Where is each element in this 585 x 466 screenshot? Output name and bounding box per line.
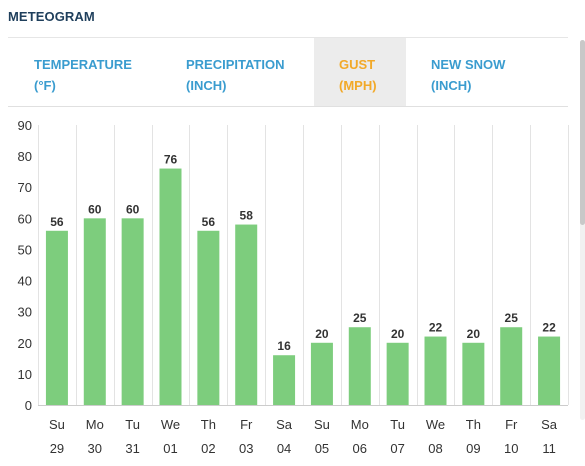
x-tick-date: 08: [428, 441, 442, 456]
x-tick-date: 07: [390, 441, 404, 456]
chart-y-axis: 0 10 20 30 40 50 60 70 80 90: [18, 118, 32, 413]
y-tick-label: 30: [18, 305, 32, 320]
x-tick-date: 02: [201, 441, 215, 456]
tab-precipitation[interactable]: PRECIPITATION (INCH): [176, 38, 314, 106]
y-tick-label: 80: [18, 149, 32, 164]
x-tick-day: Tu: [390, 417, 405, 432]
data-label: 20: [467, 327, 481, 341]
x-tick-day: Th: [466, 417, 481, 432]
tab-new-snow-label: NEW SNOW: [431, 57, 506, 72]
x-tick-date: 09: [466, 441, 480, 456]
chart-bars: [45, 168, 561, 405]
tab-gust-unit: (MPH): [339, 78, 377, 93]
tab-precipitation-label: PRECIPITATION: [186, 57, 285, 72]
x-tick-day: Sa: [541, 417, 558, 432]
x-tick-day: We: [161, 417, 180, 432]
x-tick-date: 01: [163, 441, 177, 456]
y-tick-label: 60: [18, 211, 32, 226]
tab-new-snow[interactable]: NEW SNOW (INCH): [406, 38, 536, 106]
y-tick-label: 50: [18, 242, 32, 257]
tab-new-snow-unit: (INCH): [431, 78, 472, 93]
tab-gust[interactable]: GUST (MPH): [314, 38, 406, 106]
data-label: 22: [542, 321, 556, 335]
data-label: 20: [315, 327, 329, 341]
x-tick-date: 04: [277, 441, 291, 456]
scrollbar[interactable]: [580, 40, 585, 420]
tab-gust-label: GUST: [339, 57, 376, 72]
data-label: 56: [50, 215, 64, 229]
bar: [121, 218, 144, 405]
meteogram-title: METEOGRAM: [8, 9, 95, 24]
x-tick-date: 10: [504, 441, 518, 456]
tab-temperature[interactable]: TEMPERATURE (°F): [8, 38, 176, 106]
x-tick-date: 30: [88, 441, 102, 456]
bar: [235, 224, 258, 405]
data-label: 16: [277, 339, 291, 353]
y-tick-label: 70: [18, 180, 32, 195]
chart-grid: [38, 125, 569, 406]
data-label: 60: [126, 202, 140, 216]
data-label: 22: [429, 321, 443, 335]
x-tick-day: Tu: [125, 417, 140, 432]
title-divider: [8, 37, 568, 38]
bar: [45, 230, 68, 405]
data-label: 20: [391, 327, 405, 341]
bar: [159, 168, 182, 405]
bar: [500, 327, 523, 405]
x-tick-day: Su: [49, 417, 65, 432]
x-tick-date: 05: [315, 441, 329, 456]
y-tick-label: 0: [25, 398, 32, 413]
chart-x-axis: Su 29 Mo 30 Tu 31 We 01 Th 02 Fr 03 Sa 04 Su 05 Mo 06 Tu 07…: [49, 417, 558, 456]
y-tick-label: 40: [18, 274, 32, 289]
x-tick-date: 06: [353, 441, 367, 456]
chart-data-labels: 56 60 60 76 56 58 16 20 25 20 22 20 25 22: [50, 153, 556, 354]
x-tick-day: Mo: [351, 417, 369, 432]
x-tick-day: Fr: [240, 417, 253, 432]
x-tick-date: 29: [50, 441, 64, 456]
x-tick-date: 31: [125, 441, 139, 456]
bar: [462, 342, 485, 405]
bar: [273, 355, 296, 405]
tab-temperature-unit: (°F): [34, 78, 56, 93]
bar: [386, 342, 409, 405]
bar: [83, 218, 106, 405]
data-label: 56: [202, 215, 216, 229]
tab-precipitation-unit: (INCH): [186, 78, 227, 93]
data-label: 25: [353, 311, 367, 325]
x-tick-day: Fr: [505, 417, 518, 432]
x-tick-date: 11: [542, 441, 556, 456]
bar: [197, 230, 220, 405]
data-label: 60: [88, 202, 102, 216]
x-tick-day: Th: [201, 417, 216, 432]
scrollbar-thumb[interactable]: [580, 40, 585, 225]
data-label: 25: [505, 311, 519, 325]
y-tick-label: 90: [18, 118, 32, 133]
bar: [348, 327, 371, 405]
y-tick-label: 20: [18, 336, 32, 351]
tabs-divider: [8, 106, 568, 107]
x-tick-day: Sa: [276, 417, 293, 432]
bar: [310, 342, 333, 405]
y-tick-label: 10: [18, 367, 32, 382]
data-label: 76: [164, 153, 178, 167]
tab-bar: TEMPERATURE (°F) PRECIPITATION (INCH) GU…: [8, 38, 568, 106]
bar: [424, 336, 447, 405]
x-tick-date: 03: [239, 441, 253, 456]
x-tick-day: Su: [314, 417, 330, 432]
data-label: 58: [240, 209, 254, 223]
x-tick-day: We: [426, 417, 445, 432]
tab-temperature-label: TEMPERATURE: [34, 57, 132, 72]
bar: [538, 336, 561, 405]
x-tick-day: Mo: [86, 417, 104, 432]
